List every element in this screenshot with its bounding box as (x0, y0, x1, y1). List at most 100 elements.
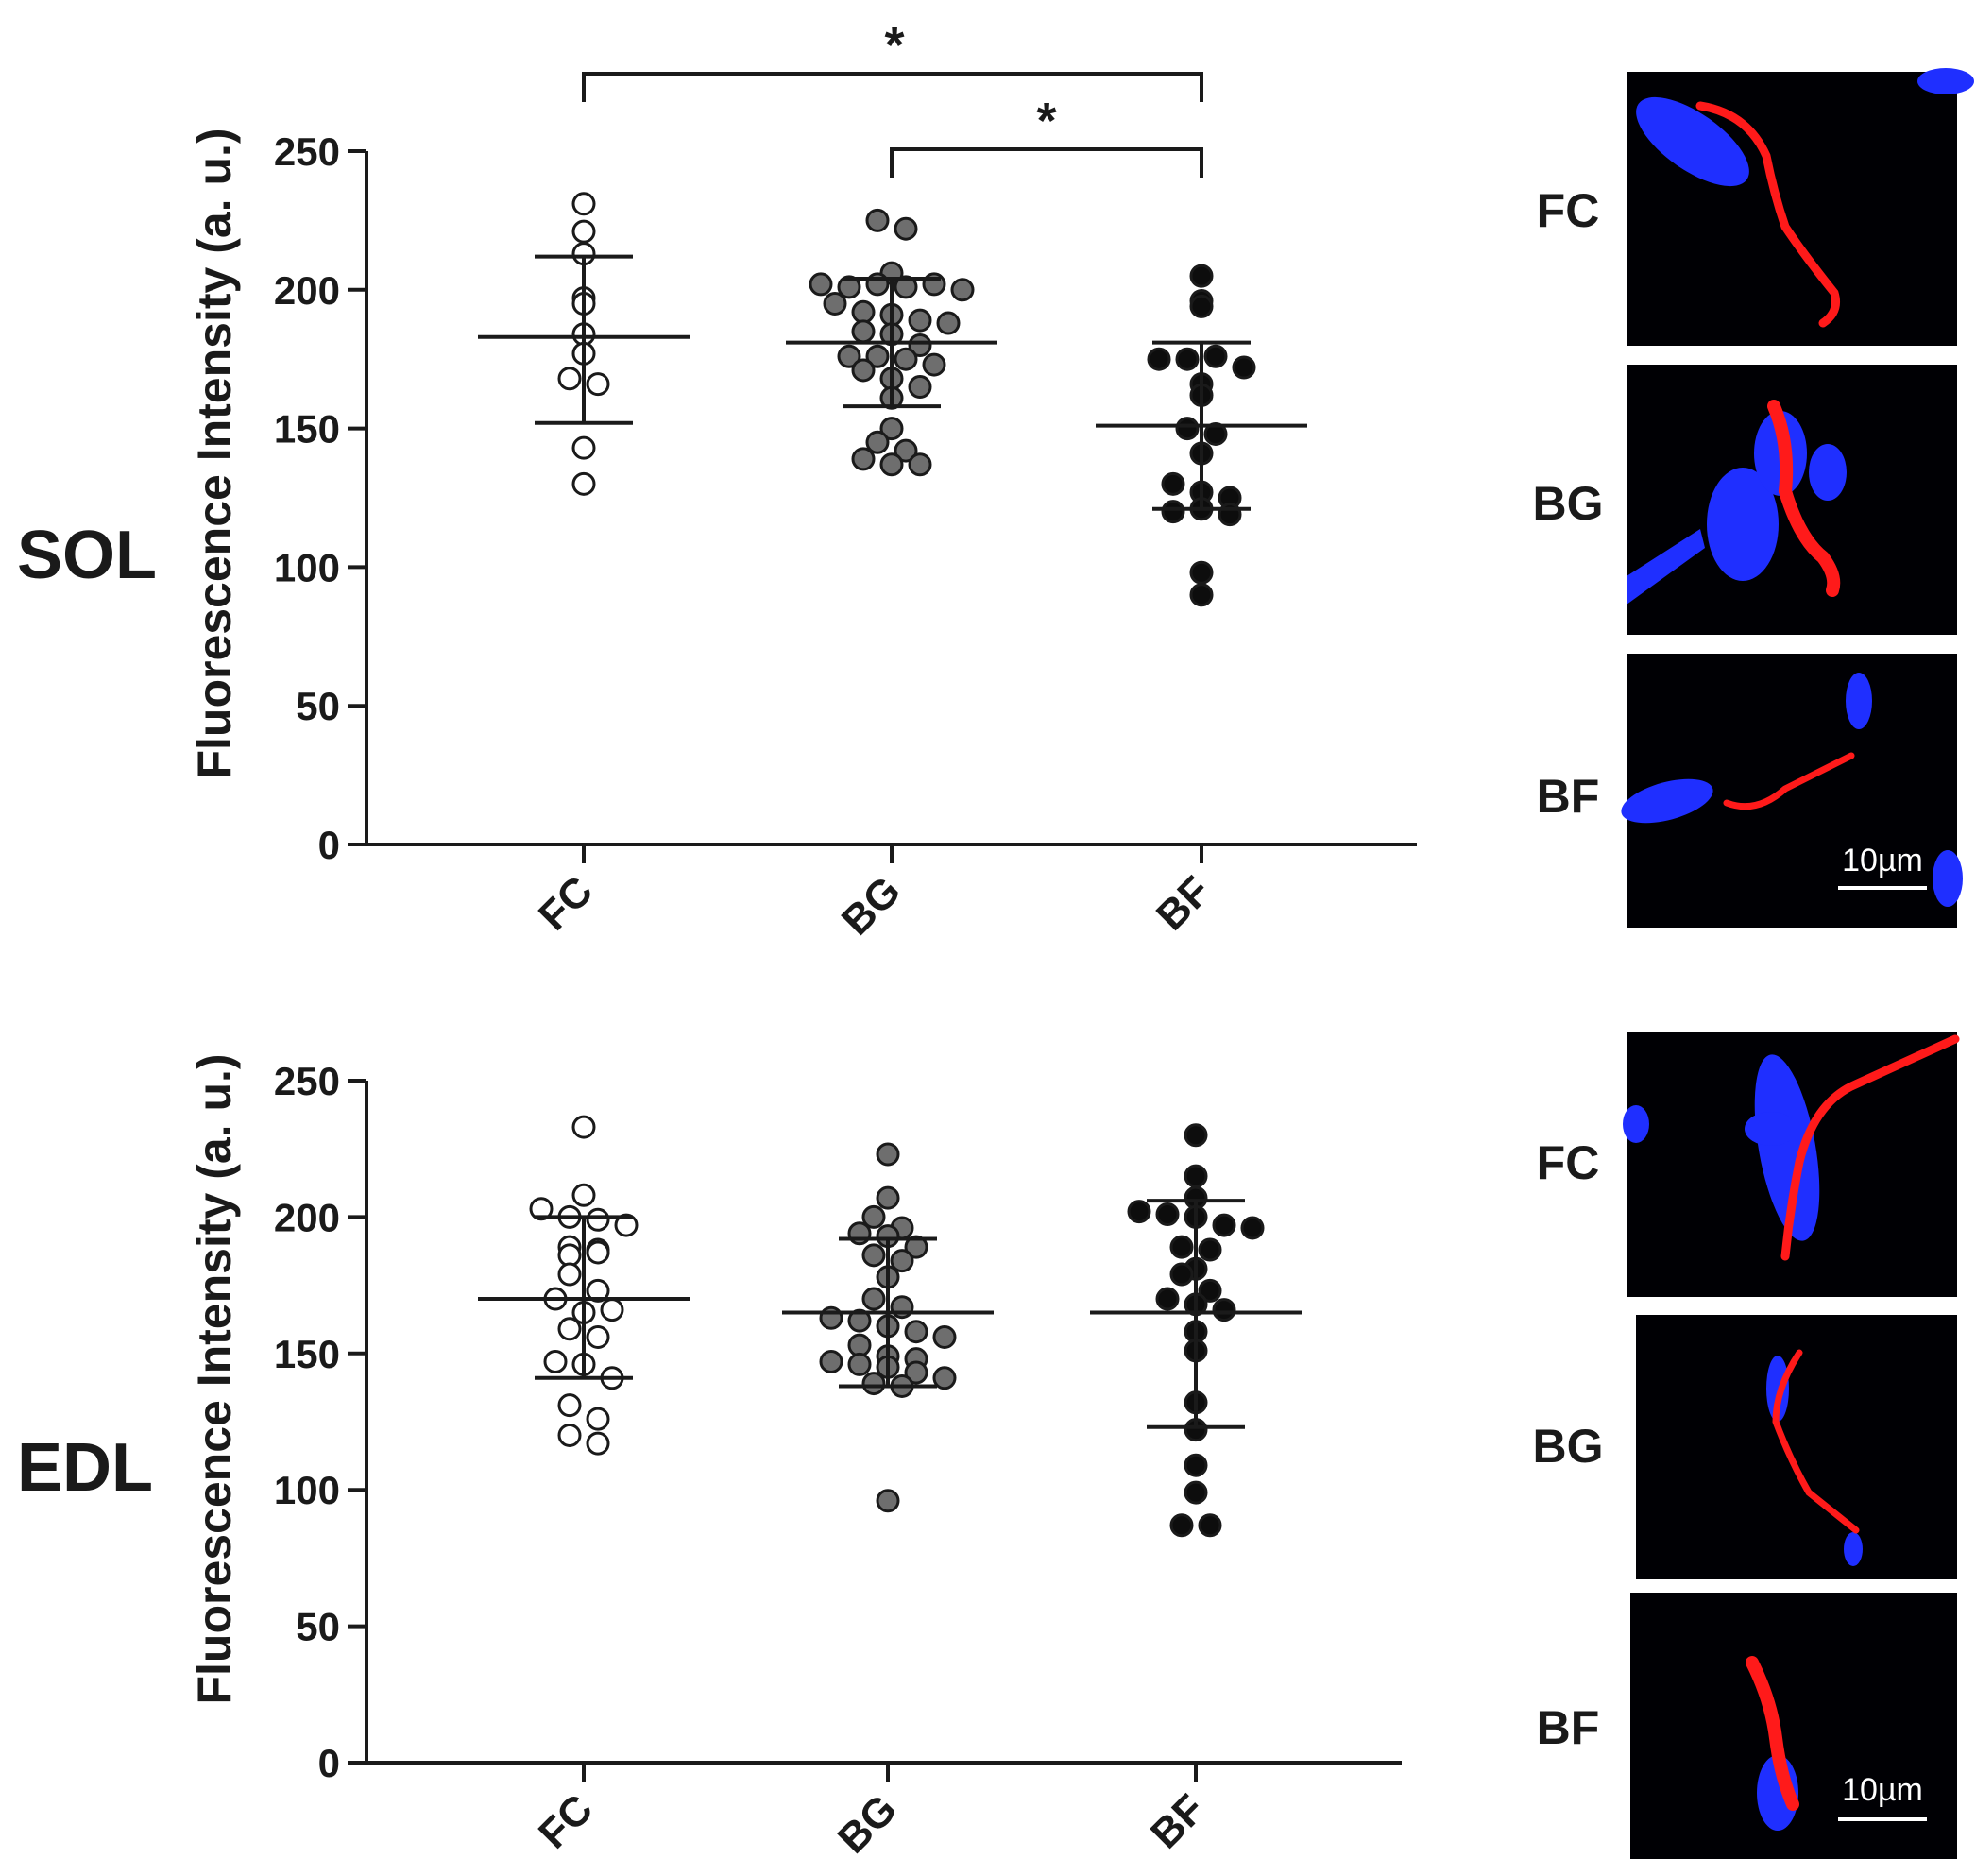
data-point (1169, 1262, 1194, 1287)
data-point (1155, 1287, 1180, 1311)
y-tick-label: 100 (274, 545, 340, 589)
data-point (557, 1393, 582, 1418)
data-point (851, 299, 876, 324)
significance-star: * (1036, 93, 1056, 149)
data-point (847, 1333, 872, 1357)
y-tick-label: 0 (318, 1741, 340, 1785)
nucleus-shape (1809, 444, 1847, 501)
y-tick-label: 100 (274, 1468, 340, 1512)
data-point (571, 471, 596, 496)
data-point (586, 1324, 610, 1349)
nucleus-shape (1621, 778, 1713, 824)
nucleus-shape (1636, 96, 1749, 187)
data-point (557, 1262, 582, 1287)
data-point (557, 367, 582, 391)
data-point (571, 435, 596, 460)
data-point (879, 452, 904, 477)
membrane-shape (1723, 752, 1855, 810)
data-point (1184, 1480, 1208, 1505)
data-point (543, 1349, 568, 1373)
data-point (1232, 355, 1256, 380)
data-point (1212, 1298, 1236, 1322)
sol-y-axis-label: Fluorescence Intensity (a. u.) (188, 128, 241, 778)
y-tick-label: 150 (274, 1332, 340, 1376)
data-point (600, 1298, 624, 1322)
micro-label-sol-bg: BG (1533, 477, 1604, 530)
data-point (908, 452, 932, 477)
scale-bar-label-sol: 10µm (1842, 843, 1923, 878)
significance-star: * (884, 17, 904, 74)
y-tick-label: 250 (274, 129, 340, 174)
data-point (894, 275, 918, 299)
data-point (809, 272, 833, 297)
data-point (908, 375, 932, 400)
membrane-shape (1772, 1349, 1860, 1534)
edl-chart: 0 50 100 150 200 250 FC BG BF (274, 1059, 1402, 1863)
data-point (586, 1240, 610, 1265)
sol-micrographs: 10µm (1621, 68, 1974, 928)
x-tick-label: FC (530, 867, 602, 939)
micro-label-edl-fc: FC (1537, 1136, 1600, 1189)
data-point (571, 1115, 596, 1139)
edl-micrographs: 10µm (1623, 1032, 1960, 1859)
data-point (894, 216, 918, 241)
data-point (865, 208, 890, 232)
nucleus-shape (1844, 1532, 1863, 1566)
data-point (1175, 417, 1200, 441)
data-point (614, 1213, 639, 1237)
data-point (837, 275, 861, 299)
data-point (1203, 344, 1228, 368)
data-point (1184, 1453, 1208, 1477)
sol-chart: 0 50 100 150 200 250 FC BG BF * * (274, 17, 1417, 945)
data-point (1198, 1278, 1222, 1303)
membrane-shape (1767, 400, 1841, 597)
data-point (904, 1360, 928, 1385)
data-point (586, 372, 610, 397)
data-point (950, 278, 975, 302)
significance-bracket (890, 147, 1203, 178)
data-point (1203, 421, 1228, 446)
edl-micrograph-bf: 10µm (1630, 1593, 1957, 1859)
data-point (837, 344, 861, 368)
data-point (847, 1352, 872, 1376)
edl-y-axis-label: Fluorescence Intensity (a. u.) (188, 1053, 241, 1704)
micro-label-edl-bf: BF (1537, 1701, 1600, 1754)
data-point (557, 1243, 582, 1268)
data-point (890, 1249, 914, 1273)
data-point (908, 333, 932, 358)
micro-label-sol-fc: FC (1537, 184, 1600, 237)
y-tick-label: 0 (318, 823, 340, 867)
sol-micrograph-bf: 10µm (1621, 654, 1963, 928)
data-point (1198, 1513, 1222, 1538)
edl-micrograph-fc (1623, 1032, 1960, 1297)
data-point (1189, 583, 1214, 607)
data-point (1212, 1213, 1236, 1237)
membrane-shape (1746, 1656, 1799, 1811)
sol-micrograph-bg (1627, 365, 1957, 635)
data-point (586, 1431, 610, 1456)
y-tick-label: 250 (274, 1059, 340, 1103)
data-point (879, 417, 904, 441)
data-point (936, 311, 961, 335)
membrane-shape (1780, 1034, 1960, 1261)
data-point (1169, 1513, 1194, 1538)
data-point (586, 1207, 610, 1232)
data-point (557, 1317, 582, 1341)
data-point (1127, 1200, 1151, 1224)
panel-label-sol: SOL (17, 518, 157, 593)
nucleus-shape (1754, 1054, 1820, 1241)
nucleus-shape (1766, 1356, 1789, 1422)
data-point (1240, 1216, 1265, 1240)
data-point (1161, 471, 1185, 496)
data-point (1175, 347, 1200, 371)
x-tick-label: BG (833, 867, 910, 944)
y-tick-label: 200 (274, 1195, 340, 1239)
membrane-shape (1695, 101, 1840, 328)
data-point (932, 1366, 957, 1390)
data-point (851, 358, 876, 383)
data-point (1189, 294, 1214, 318)
data-point (851, 447, 876, 471)
panel-label-edl: EDL (17, 1430, 153, 1506)
data-point (1189, 560, 1214, 585)
